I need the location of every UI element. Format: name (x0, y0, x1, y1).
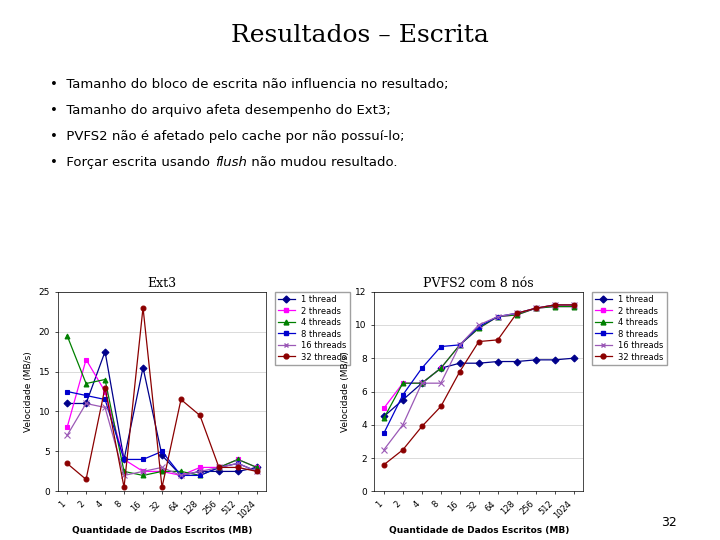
X-axis label: Quantidade de Dados Escritos (MB): Quantidade de Dados Escritos (MB) (72, 526, 252, 535)
Y-axis label: Velocidade (MB/s): Velocidade (MB/s) (24, 351, 33, 432)
Text: Resultados – Escrita: Resultados – Escrita (231, 24, 489, 48)
Text: •  Forçar escrita usando: • Forçar escrita usando (50, 156, 215, 169)
Text: •  Tamanho do arquivo afeta desempenho do Ext3;: • Tamanho do arquivo afeta desempenho do… (50, 104, 391, 117)
X-axis label: Quantidade de Dados Escritos (MB): Quantidade de Dados Escritos (MB) (389, 526, 569, 535)
Text: •  PVFS2 não é afetado pelo cache por não possuí-lo;: • PVFS2 não é afetado pelo cache por não… (50, 130, 405, 143)
Text: não mudou resultado.: não mudou resultado. (246, 156, 397, 169)
Text: flush: flush (215, 156, 246, 169)
Text: •  Tamanho do bloco de escrita não influencia no resultado;: • Tamanho do bloco de escrita não influe… (50, 78, 449, 91)
Text: 32: 32 (661, 516, 677, 529)
Title: Ext3: Ext3 (148, 278, 176, 291)
Y-axis label: Velocidade (MB/s): Velocidade (MB/s) (341, 351, 350, 432)
Title: PVFS2 com 8 nós: PVFS2 com 8 nós (423, 278, 534, 291)
Legend: 1 thread, 2 threads, 4 threads, 8 threads, 16 threads, 32 threads: 1 thread, 2 threads, 4 threads, 8 thread… (275, 292, 350, 365)
Legend: 1 thread, 2 threads, 4 threads, 8 threads, 16 threads, 32 threads: 1 thread, 2 threads, 4 threads, 8 thread… (592, 292, 667, 365)
